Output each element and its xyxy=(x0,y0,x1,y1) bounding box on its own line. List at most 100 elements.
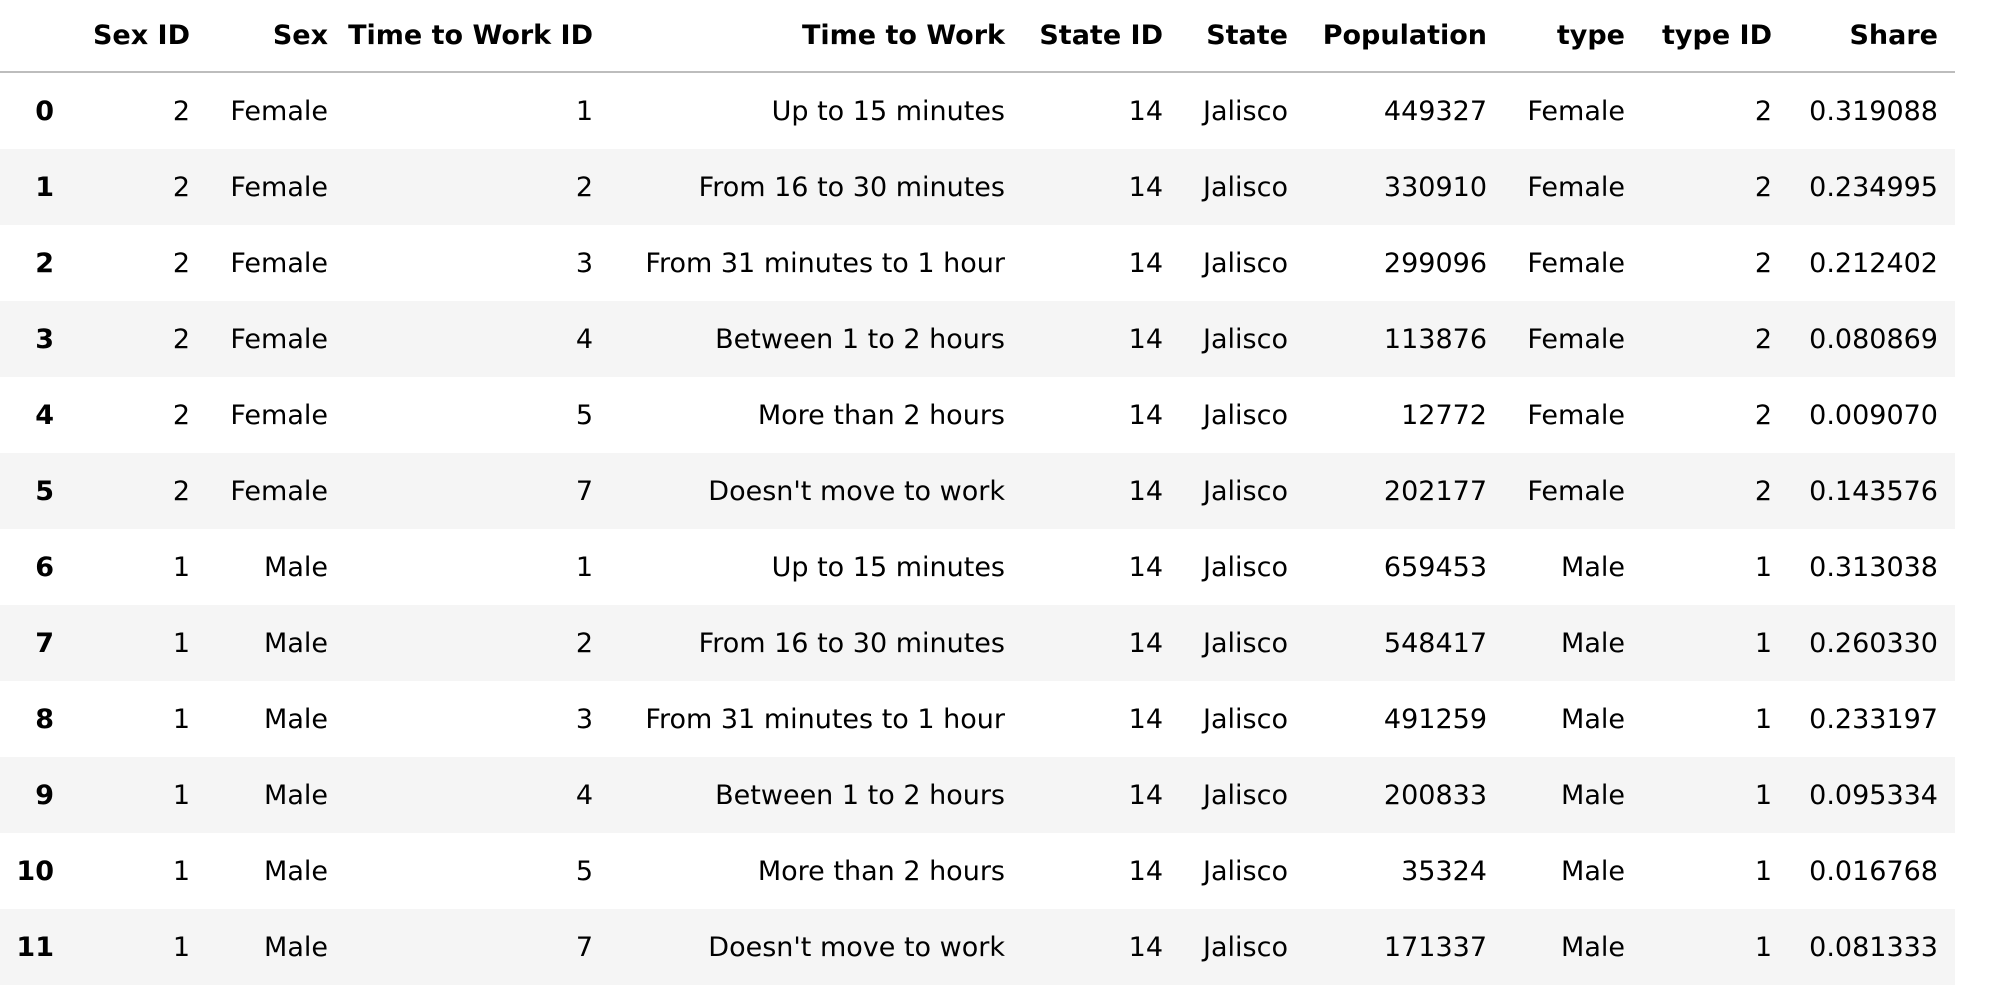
state-id-cell: 14 xyxy=(1128,95,1163,127)
sex-id-cell: 1 xyxy=(172,551,190,583)
state-id-cell: 14 xyxy=(1128,399,1163,431)
time-to-work-id-cell: 7 xyxy=(575,931,593,963)
time-to-work-cell: Up to 15 minutes xyxy=(771,551,1005,583)
time-to-work-cell: From 31 minutes to 1 hour xyxy=(645,247,1005,279)
column-header-state: State xyxy=(1180,0,1305,73)
share-cell: 0.095334 xyxy=(1809,779,1938,811)
type-id-cell: 1 xyxy=(1754,703,1772,735)
time-to-work-id-cell: 4 xyxy=(575,779,593,811)
type-cell: Male xyxy=(1561,779,1625,811)
type-id-cell: 1 xyxy=(1754,551,1772,583)
table-header: Sex ID Sex Time to Work ID Time to Work … xyxy=(0,0,1955,73)
sex-cell: Female xyxy=(230,95,328,127)
state-id-cell: 14 xyxy=(1128,703,1163,735)
time-to-work-cell: From 16 to 30 minutes xyxy=(698,627,1005,659)
state-cell: Jalisco xyxy=(1203,779,1288,811)
time-to-work-cell: From 31 minutes to 1 hour xyxy=(645,703,1005,735)
table-row: 5 2 Female 7 Doesn't move to work 14 Jalisco 20… xyxy=(0,453,1955,529)
population-cell: 200833 xyxy=(1383,779,1487,811)
row-index: 10 xyxy=(16,855,54,887)
time-to-work-cell: Between 1 to 2 hours xyxy=(715,323,1005,355)
population-cell: 299096 xyxy=(1383,247,1487,279)
population-cell: 548417 xyxy=(1383,627,1487,659)
state-cell: Jalisco xyxy=(1203,931,1288,963)
table-row: 6 1 Male 1 Up to 15 minutes 14 Jalisco 659453 Ma… xyxy=(0,529,1955,605)
type-cell: Female xyxy=(1527,95,1625,127)
time-to-work-id-cell: 2 xyxy=(575,171,593,203)
row-index: 9 xyxy=(35,779,54,811)
table-row: 8 1 Male 3 From 31 minutes to 1 hour 14 Jalisc… xyxy=(0,681,1955,757)
column-header-time-to-work: Time to Work xyxy=(610,0,1022,73)
type-cell: Female xyxy=(1527,247,1625,279)
sex-id-cell: 2 xyxy=(172,399,190,431)
type-cell: Female xyxy=(1527,323,1625,355)
type-id-cell: 1 xyxy=(1754,931,1772,963)
state-id-cell: 14 xyxy=(1128,855,1163,887)
time-to-work-cell: Doesn't move to work xyxy=(708,931,1005,963)
state-id-cell: 14 xyxy=(1128,627,1163,659)
share-cell: 0.260330 xyxy=(1809,627,1938,659)
type-id-cell: 2 xyxy=(1754,399,1772,431)
sex-cell: Female xyxy=(230,399,328,431)
header-row: Sex ID Sex Time to Work ID Time to Work … xyxy=(0,0,1955,73)
sex-cell: Male xyxy=(264,703,328,735)
table-row: 11 1 Male 7 Doesn't move to work 14 Jalisco 171… xyxy=(0,909,1955,985)
type-cell: Male xyxy=(1561,703,1625,735)
row-index: 1 xyxy=(35,171,54,203)
sex-id-cell: 2 xyxy=(172,247,190,279)
row-index: 8 xyxy=(35,703,54,735)
type-id-cell: 2 xyxy=(1754,475,1772,507)
state-cell: Jalisco xyxy=(1203,95,1288,127)
population-cell: 171337 xyxy=(1383,931,1487,963)
state-id-cell: 14 xyxy=(1128,779,1163,811)
sex-cell: Male xyxy=(264,855,328,887)
column-header-type: type xyxy=(1504,0,1642,73)
population-cell: 113876 xyxy=(1383,323,1487,355)
time-to-work-cell: Doesn't move to work xyxy=(708,475,1005,507)
row-index: 5 xyxy=(35,475,54,507)
type-cell: Male xyxy=(1561,855,1625,887)
row-index: 6 xyxy=(35,551,54,583)
table-row: 4 2 Female 5 More than 2 hours 14 Jalisco 12772… xyxy=(0,377,1955,453)
table-row: 2 2 Female 3 From 31 minutes to 1 hour 14 Jali… xyxy=(0,225,1955,301)
state-id-cell: 14 xyxy=(1128,931,1163,963)
time-to-work-id-cell: 5 xyxy=(575,399,593,431)
population-cell: 202177 xyxy=(1383,475,1487,507)
time-to-work-id-cell: 4 xyxy=(575,323,593,355)
column-header-state-id: State ID xyxy=(1022,0,1180,73)
state-cell: Jalisco xyxy=(1203,551,1288,583)
type-id-cell: 2 xyxy=(1754,247,1772,279)
time-to-work-id-cell: 1 xyxy=(575,95,593,127)
time-to-work-id-cell: 1 xyxy=(575,551,593,583)
sex-cell: Male xyxy=(264,931,328,963)
state-cell: Jalisco xyxy=(1203,323,1288,355)
state-id-cell: 14 xyxy=(1128,323,1163,355)
sex-id-cell: 2 xyxy=(172,323,190,355)
sex-cell: Female xyxy=(230,323,328,355)
state-id-cell: 14 xyxy=(1128,171,1163,203)
type-cell: Male xyxy=(1561,627,1625,659)
time-to-work-cell: More than 2 hours xyxy=(757,399,1005,431)
column-header-population: Population xyxy=(1305,0,1504,73)
type-cell: Female xyxy=(1527,475,1625,507)
time-to-work-id-cell: 2 xyxy=(575,627,593,659)
sex-id-cell: 1 xyxy=(172,931,190,963)
state-cell: Jalisco xyxy=(1203,247,1288,279)
row-index: 0 xyxy=(35,95,54,127)
type-cell: Male xyxy=(1561,931,1625,963)
sex-id-cell: 1 xyxy=(172,779,190,811)
population-cell: 12772 xyxy=(1401,399,1487,431)
sex-id-cell: 1 xyxy=(172,703,190,735)
population-cell: 659453 xyxy=(1383,551,1487,583)
share-cell: 0.080869 xyxy=(1809,323,1938,355)
type-cell: Male xyxy=(1561,551,1625,583)
sex-id-cell: 1 xyxy=(172,627,190,659)
sex-cell: Male xyxy=(264,551,328,583)
time-to-work-cell: Up to 15 minutes xyxy=(771,95,1005,127)
sex-cell: Female xyxy=(230,247,328,279)
time-to-work-id-cell: 5 xyxy=(575,855,593,887)
column-header-sex: Sex xyxy=(207,0,345,73)
population-cell: 491259 xyxy=(1383,703,1487,735)
state-cell: Jalisco xyxy=(1203,855,1288,887)
table-row: 3 2 Female 4 Between 1 to 2 hours 14 Jalisco 11… xyxy=(0,301,1955,377)
